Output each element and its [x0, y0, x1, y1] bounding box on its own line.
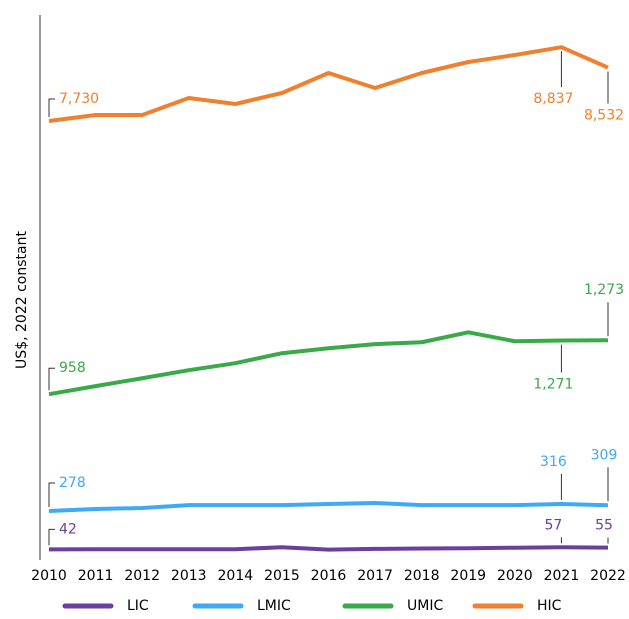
data-label: 57 [545, 517, 563, 533]
x-tick-label: 2014 [218, 568, 254, 584]
data-label: 8,532 [584, 108, 624, 124]
series-line [48, 45, 609, 123]
data-label: 7,730 [59, 91, 99, 107]
series-line [48, 545, 609, 552]
leader-line [48, 98, 55, 117]
data-label: 309 [591, 447, 618, 463]
leader-line [48, 528, 55, 546]
x-tick-label: 2016 [311, 568, 347, 584]
x-tick-label: 2022 [590, 568, 626, 584]
x-tick-label: 2018 [404, 568, 440, 584]
x-tick-label: 2015 [264, 568, 300, 584]
data-label: 42 [59, 521, 77, 537]
data-label: 8,837 [533, 91, 573, 107]
x-tick-label: 2012 [124, 568, 160, 584]
legend-label: LMIC [257, 598, 291, 614]
series-line [48, 330, 609, 397]
data-label: 316 [540, 454, 567, 470]
leader-line [48, 367, 55, 391]
x-tick-label: 2021 [544, 568, 580, 584]
data-label: 1,273 [584, 282, 624, 298]
leader-line [48, 482, 55, 507]
series-line [48, 501, 609, 513]
legend-label: LIC [127, 598, 149, 614]
x-tick-label: 2010 [31, 568, 67, 584]
data-label: 1,271 [533, 377, 573, 393]
x-tick-label: 2017 [357, 568, 393, 584]
legend-label: HIC [537, 598, 562, 614]
x-tick-label: 2013 [171, 568, 207, 584]
x-tick-label: 2019 [450, 568, 486, 584]
x-tick-label: 2011 [78, 568, 114, 584]
data-label: 55 [595, 518, 613, 534]
y-axis-label: US$, 2022 constant [14, 231, 30, 369]
data-label: 958 [59, 360, 86, 376]
data-label: 278 [59, 475, 86, 491]
x-tick-label: 2020 [497, 568, 533, 584]
legend-label: UMIC [407, 598, 443, 614]
